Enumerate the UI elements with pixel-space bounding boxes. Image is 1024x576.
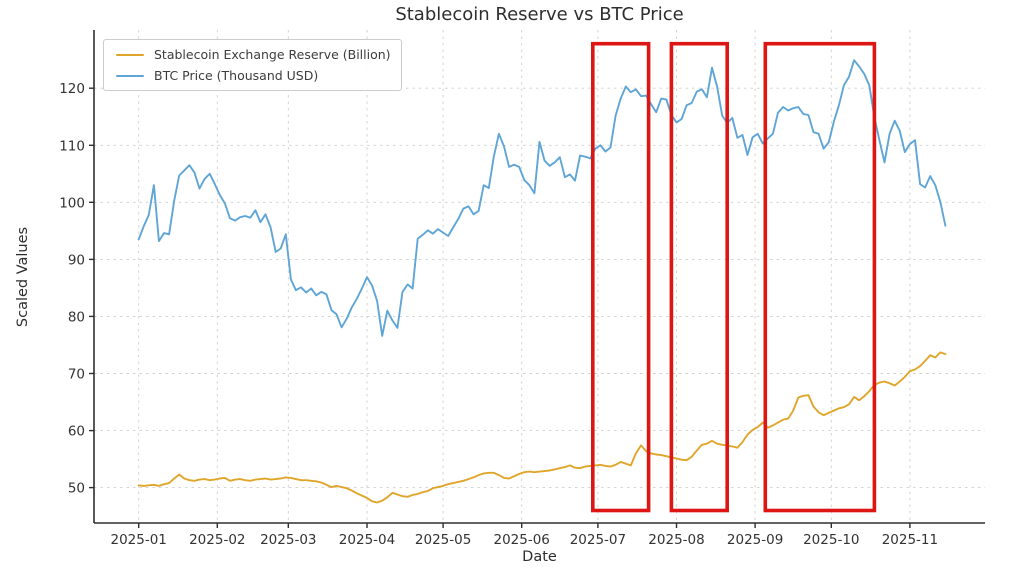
y-tick-label: 80 — [68, 309, 85, 325]
stablecoin-reserve-line — [137, 351, 947, 504]
legend-label-btc: BTC Price (Thousand USD) — [154, 68, 319, 83]
x-tick-label: 2025-09 — [727, 532, 783, 548]
legend: Stablecoin Exchange Reserve (Billion) BT… — [103, 39, 402, 91]
x-tick-label: 2025-08 — [648, 532, 704, 548]
stablecoin-line-swatch — [116, 53, 144, 56]
btc-line-swatch — [116, 74, 144, 77]
y-tick-label: 120 — [59, 81, 85, 97]
chart-title: Stablecoin Reserve vs BTC Price — [395, 4, 684, 25]
x-tick-label: 2025-05 — [415, 532, 471, 548]
x-tick-label: 2025-11 — [882, 532, 938, 548]
x-tick-label: 2025-01 — [110, 532, 166, 548]
btc-price-line — [137, 59, 947, 337]
y-tick-label: 90 — [68, 252, 85, 268]
highlight-region-rect — [669, 41, 730, 513]
legend-item-stablecoin: Stablecoin Exchange Reserve (Billion) — [112, 44, 391, 65]
x-tick-label: 2025-04 — [339, 532, 395, 548]
x-tick-label: 2025-03 — [260, 532, 316, 548]
highlight-region-rect — [763, 41, 877, 513]
highlight-region-rect — [590, 41, 651, 513]
legend-label-stablecoin: Stablecoin Exchange Reserve (Billion) — [154, 47, 391, 62]
x-tick-label: 2025-07 — [570, 532, 626, 548]
y-tick-label: 60 — [68, 424, 85, 440]
x-tick-label: 2025-06 — [493, 532, 549, 548]
y-tick-label: 70 — [68, 367, 85, 383]
y-tick-label: 50 — [68, 481, 85, 497]
x-axis-label: Date — [522, 549, 557, 565]
y-tick-label: 100 — [59, 195, 85, 211]
y-tick-label: 110 — [59, 138, 85, 154]
x-tick-label: 2025-10 — [803, 532, 859, 548]
x-tick-label: 2025-02 — [189, 532, 245, 548]
y-axis-label: Scaled Values — [15, 226, 31, 328]
legend-item-btc: BTC Price (Thousand USD) — [112, 65, 391, 86]
